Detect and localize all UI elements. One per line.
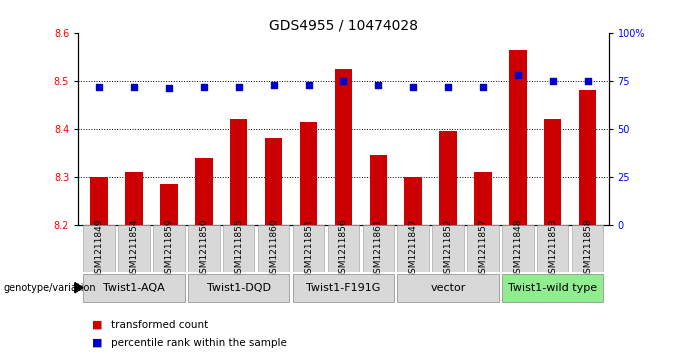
Text: ■: ■: [92, 320, 102, 330]
Text: GSM1211860: GSM1211860: [269, 218, 278, 279]
Text: GSM1211861: GSM1211861: [374, 218, 383, 279]
FancyBboxPatch shape: [328, 225, 359, 272]
Text: GSM1211849: GSM1211849: [95, 219, 103, 279]
FancyBboxPatch shape: [153, 225, 185, 272]
Bar: [439, 131, 457, 225]
Bar: [230, 119, 248, 225]
Bar: [265, 138, 282, 225]
Text: GSM1211847: GSM1211847: [409, 219, 418, 279]
Text: GSM1211851: GSM1211851: [304, 218, 313, 279]
Text: GSM1211852: GSM1211852: [443, 219, 453, 279]
Bar: [474, 172, 492, 225]
Point: [408, 83, 419, 89]
Bar: [335, 69, 352, 225]
Bar: [509, 49, 526, 225]
Text: ■: ■: [92, 338, 102, 348]
FancyBboxPatch shape: [432, 225, 464, 272]
Point: [582, 78, 593, 84]
Text: vector: vector: [430, 283, 466, 293]
FancyBboxPatch shape: [502, 225, 534, 272]
Point: [303, 82, 314, 87]
FancyBboxPatch shape: [502, 274, 603, 302]
Text: Twist1-wild type: Twist1-wild type: [508, 283, 597, 293]
Point: [268, 82, 279, 87]
Bar: [300, 122, 318, 225]
Text: Twist1-AQA: Twist1-AQA: [103, 283, 165, 293]
Point: [547, 78, 558, 84]
Point: [163, 86, 174, 91]
FancyBboxPatch shape: [572, 225, 603, 272]
Text: Twist1-DQD: Twist1-DQD: [207, 283, 271, 293]
Bar: [544, 119, 562, 225]
Point: [94, 83, 105, 89]
Point: [129, 83, 139, 89]
Text: GDS4955 / 10474028: GDS4955 / 10474028: [269, 18, 418, 32]
Bar: [125, 172, 143, 225]
Bar: [90, 177, 108, 225]
Point: [233, 83, 244, 89]
Point: [477, 83, 488, 89]
FancyBboxPatch shape: [84, 274, 185, 302]
FancyBboxPatch shape: [362, 225, 394, 272]
Text: genotype/variation: genotype/variation: [3, 283, 96, 293]
Bar: [195, 158, 213, 225]
Point: [513, 72, 524, 78]
Text: GSM1211858: GSM1211858: [583, 218, 592, 279]
Bar: [369, 155, 387, 225]
Text: transformed count: transformed count: [111, 320, 208, 330]
Point: [443, 83, 454, 89]
Bar: [405, 177, 422, 225]
FancyBboxPatch shape: [398, 225, 429, 272]
Text: GSM1211850: GSM1211850: [199, 218, 208, 279]
FancyBboxPatch shape: [84, 225, 115, 272]
Text: GSM1211859: GSM1211859: [165, 218, 173, 279]
Text: GSM1211857: GSM1211857: [479, 218, 488, 279]
FancyBboxPatch shape: [293, 274, 394, 302]
Text: GSM1211856: GSM1211856: [339, 218, 348, 279]
Text: percentile rank within the sample: percentile rank within the sample: [111, 338, 287, 348]
Point: [199, 83, 209, 89]
Text: GSM1211848: GSM1211848: [513, 219, 522, 279]
Point: [338, 78, 349, 84]
FancyBboxPatch shape: [467, 225, 498, 272]
Text: Twist1-F191G: Twist1-F191G: [306, 283, 381, 293]
FancyBboxPatch shape: [258, 225, 289, 272]
Point: [373, 82, 384, 87]
FancyBboxPatch shape: [223, 225, 254, 272]
Text: GSM1211855: GSM1211855: [234, 218, 243, 279]
FancyBboxPatch shape: [188, 225, 220, 272]
FancyBboxPatch shape: [293, 225, 324, 272]
Text: GSM1211854: GSM1211854: [129, 219, 139, 279]
FancyBboxPatch shape: [398, 274, 498, 302]
FancyBboxPatch shape: [537, 225, 568, 272]
Bar: [160, 184, 177, 225]
Text: GSM1211853: GSM1211853: [548, 218, 558, 279]
FancyBboxPatch shape: [188, 274, 289, 302]
FancyBboxPatch shape: [118, 225, 150, 272]
Bar: [579, 90, 596, 225]
